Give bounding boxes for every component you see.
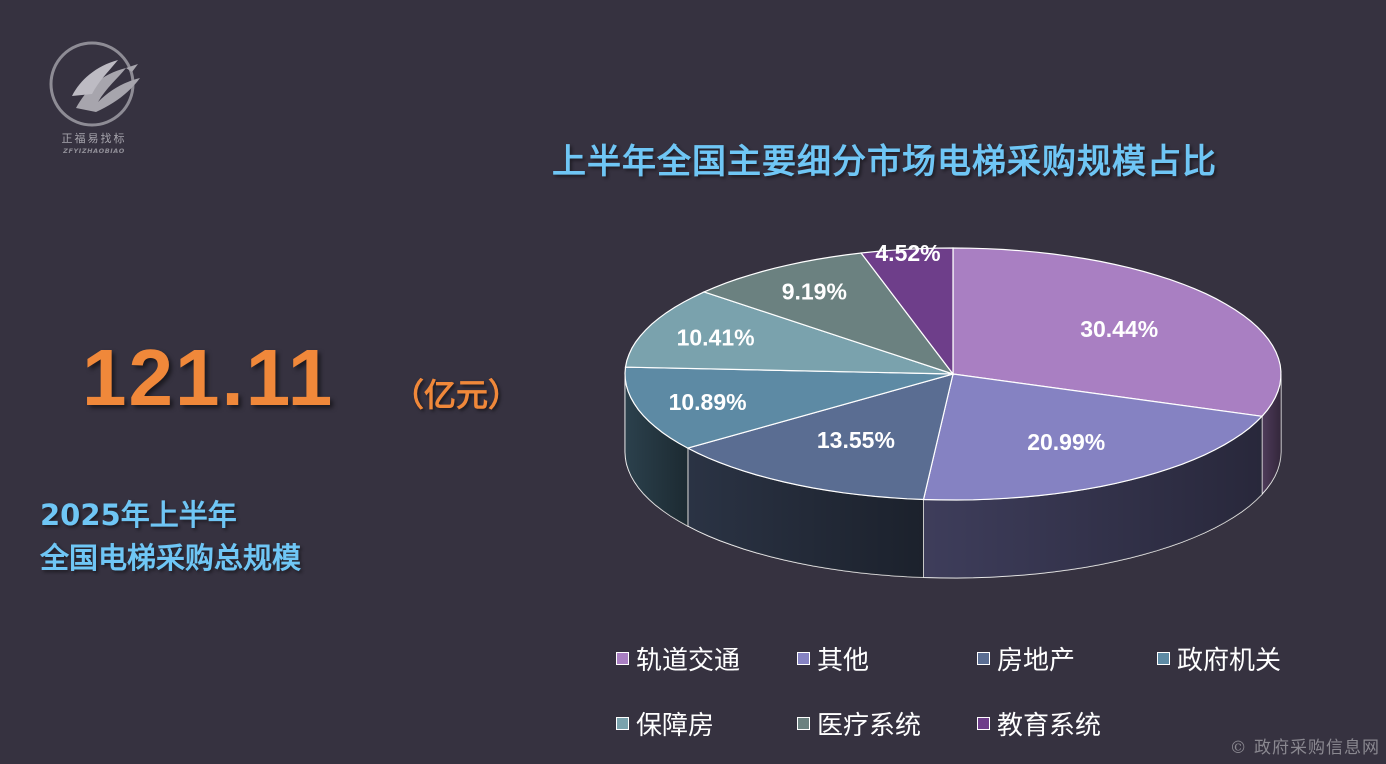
legend-item-6: 医疗系统 xyxy=(797,705,921,742)
legend-item-2: 其他 xyxy=(797,640,869,677)
pie-side-shade-4 xyxy=(625,374,688,527)
legend-swatch xyxy=(1157,652,1170,665)
legend-label: 保障房 xyxy=(636,711,715,741)
legend-swatch xyxy=(797,717,810,730)
legend-item-3: 房地产 xyxy=(977,640,1075,677)
caption-line-2: 全国电梯采购总规模 xyxy=(40,541,302,575)
pie-label-3: 13.55% xyxy=(817,427,895,453)
legend-item-4: 政府机关 xyxy=(1157,640,1281,677)
pie-slice-6 xyxy=(702,252,955,376)
legend-swatch xyxy=(616,652,629,665)
legend-swatch xyxy=(616,717,629,730)
legend-label: 其他 xyxy=(817,646,870,676)
pie-slice-3 xyxy=(686,373,954,501)
pie-side-walls xyxy=(624,373,1282,579)
total-unit: （亿元） xyxy=(392,376,521,414)
pie-label-1: 30.44% xyxy=(1080,316,1158,342)
pie-labels: 30.44% 20.99% 13.55% 10.89% 10.41% 9.19% 4.52% xyxy=(669,240,1159,455)
watermark-text: 政府采购信息网 xyxy=(1254,738,1380,758)
legend-label: 教育系统 xyxy=(997,711,1102,741)
pie-slice-7 xyxy=(859,247,954,376)
legend-item-5: 保障房 xyxy=(616,705,714,742)
legend-swatch xyxy=(977,717,990,730)
legend-swatch xyxy=(977,652,990,665)
pie-label-4: 10.89% xyxy=(669,389,747,415)
pie-side-shade-1 xyxy=(1262,374,1281,495)
legend-label: 房地产 xyxy=(997,646,1076,676)
pie-label-6: 9.19% xyxy=(782,278,847,304)
brand-logo: 正福易找标 ZFYIZHAOBIAO xyxy=(44,38,144,155)
caption-line-1: 2025年上半年 xyxy=(40,498,237,532)
legend-label: 医疗系统 xyxy=(817,711,922,741)
watermark: © 政府采购信息网 xyxy=(1230,733,1380,758)
chart-title: 上半年全国主要细分市场电梯采购规模占比 xyxy=(552,142,1217,182)
legend-swatch xyxy=(797,652,810,665)
pie-slice-5 xyxy=(624,291,954,375)
pie-slices xyxy=(624,247,1282,501)
pie-slice-2 xyxy=(922,373,1264,501)
brand-name-en: ZFYIZHAOBIAO xyxy=(63,147,125,155)
pie-label-2: 20.99% xyxy=(1027,429,1105,455)
pie-label-5: 10.41% xyxy=(677,324,755,350)
legend-label: 轨道交通 xyxy=(636,646,741,676)
total-value: 121.11 xyxy=(82,333,335,422)
watermark-icon: © xyxy=(1229,738,1248,758)
brand-name-cn: 正福易找标 xyxy=(61,132,127,145)
legend-label: 政府机关 xyxy=(1177,646,1282,676)
pie-slice-1 xyxy=(952,247,1282,417)
legend-item-1: 轨道交通 xyxy=(616,640,740,677)
pie-slice-4 xyxy=(624,366,954,449)
legend-item-7: 教育系统 xyxy=(977,705,1101,742)
pie-side-shade-2 xyxy=(923,416,1262,578)
eagle-logo-icon xyxy=(49,41,140,127)
pie-label-7: 4.52% xyxy=(875,240,940,266)
pie-side-shade-3 xyxy=(687,448,924,578)
total-caption: 2025年上半年 全国电梯采购总规模 xyxy=(40,494,301,580)
